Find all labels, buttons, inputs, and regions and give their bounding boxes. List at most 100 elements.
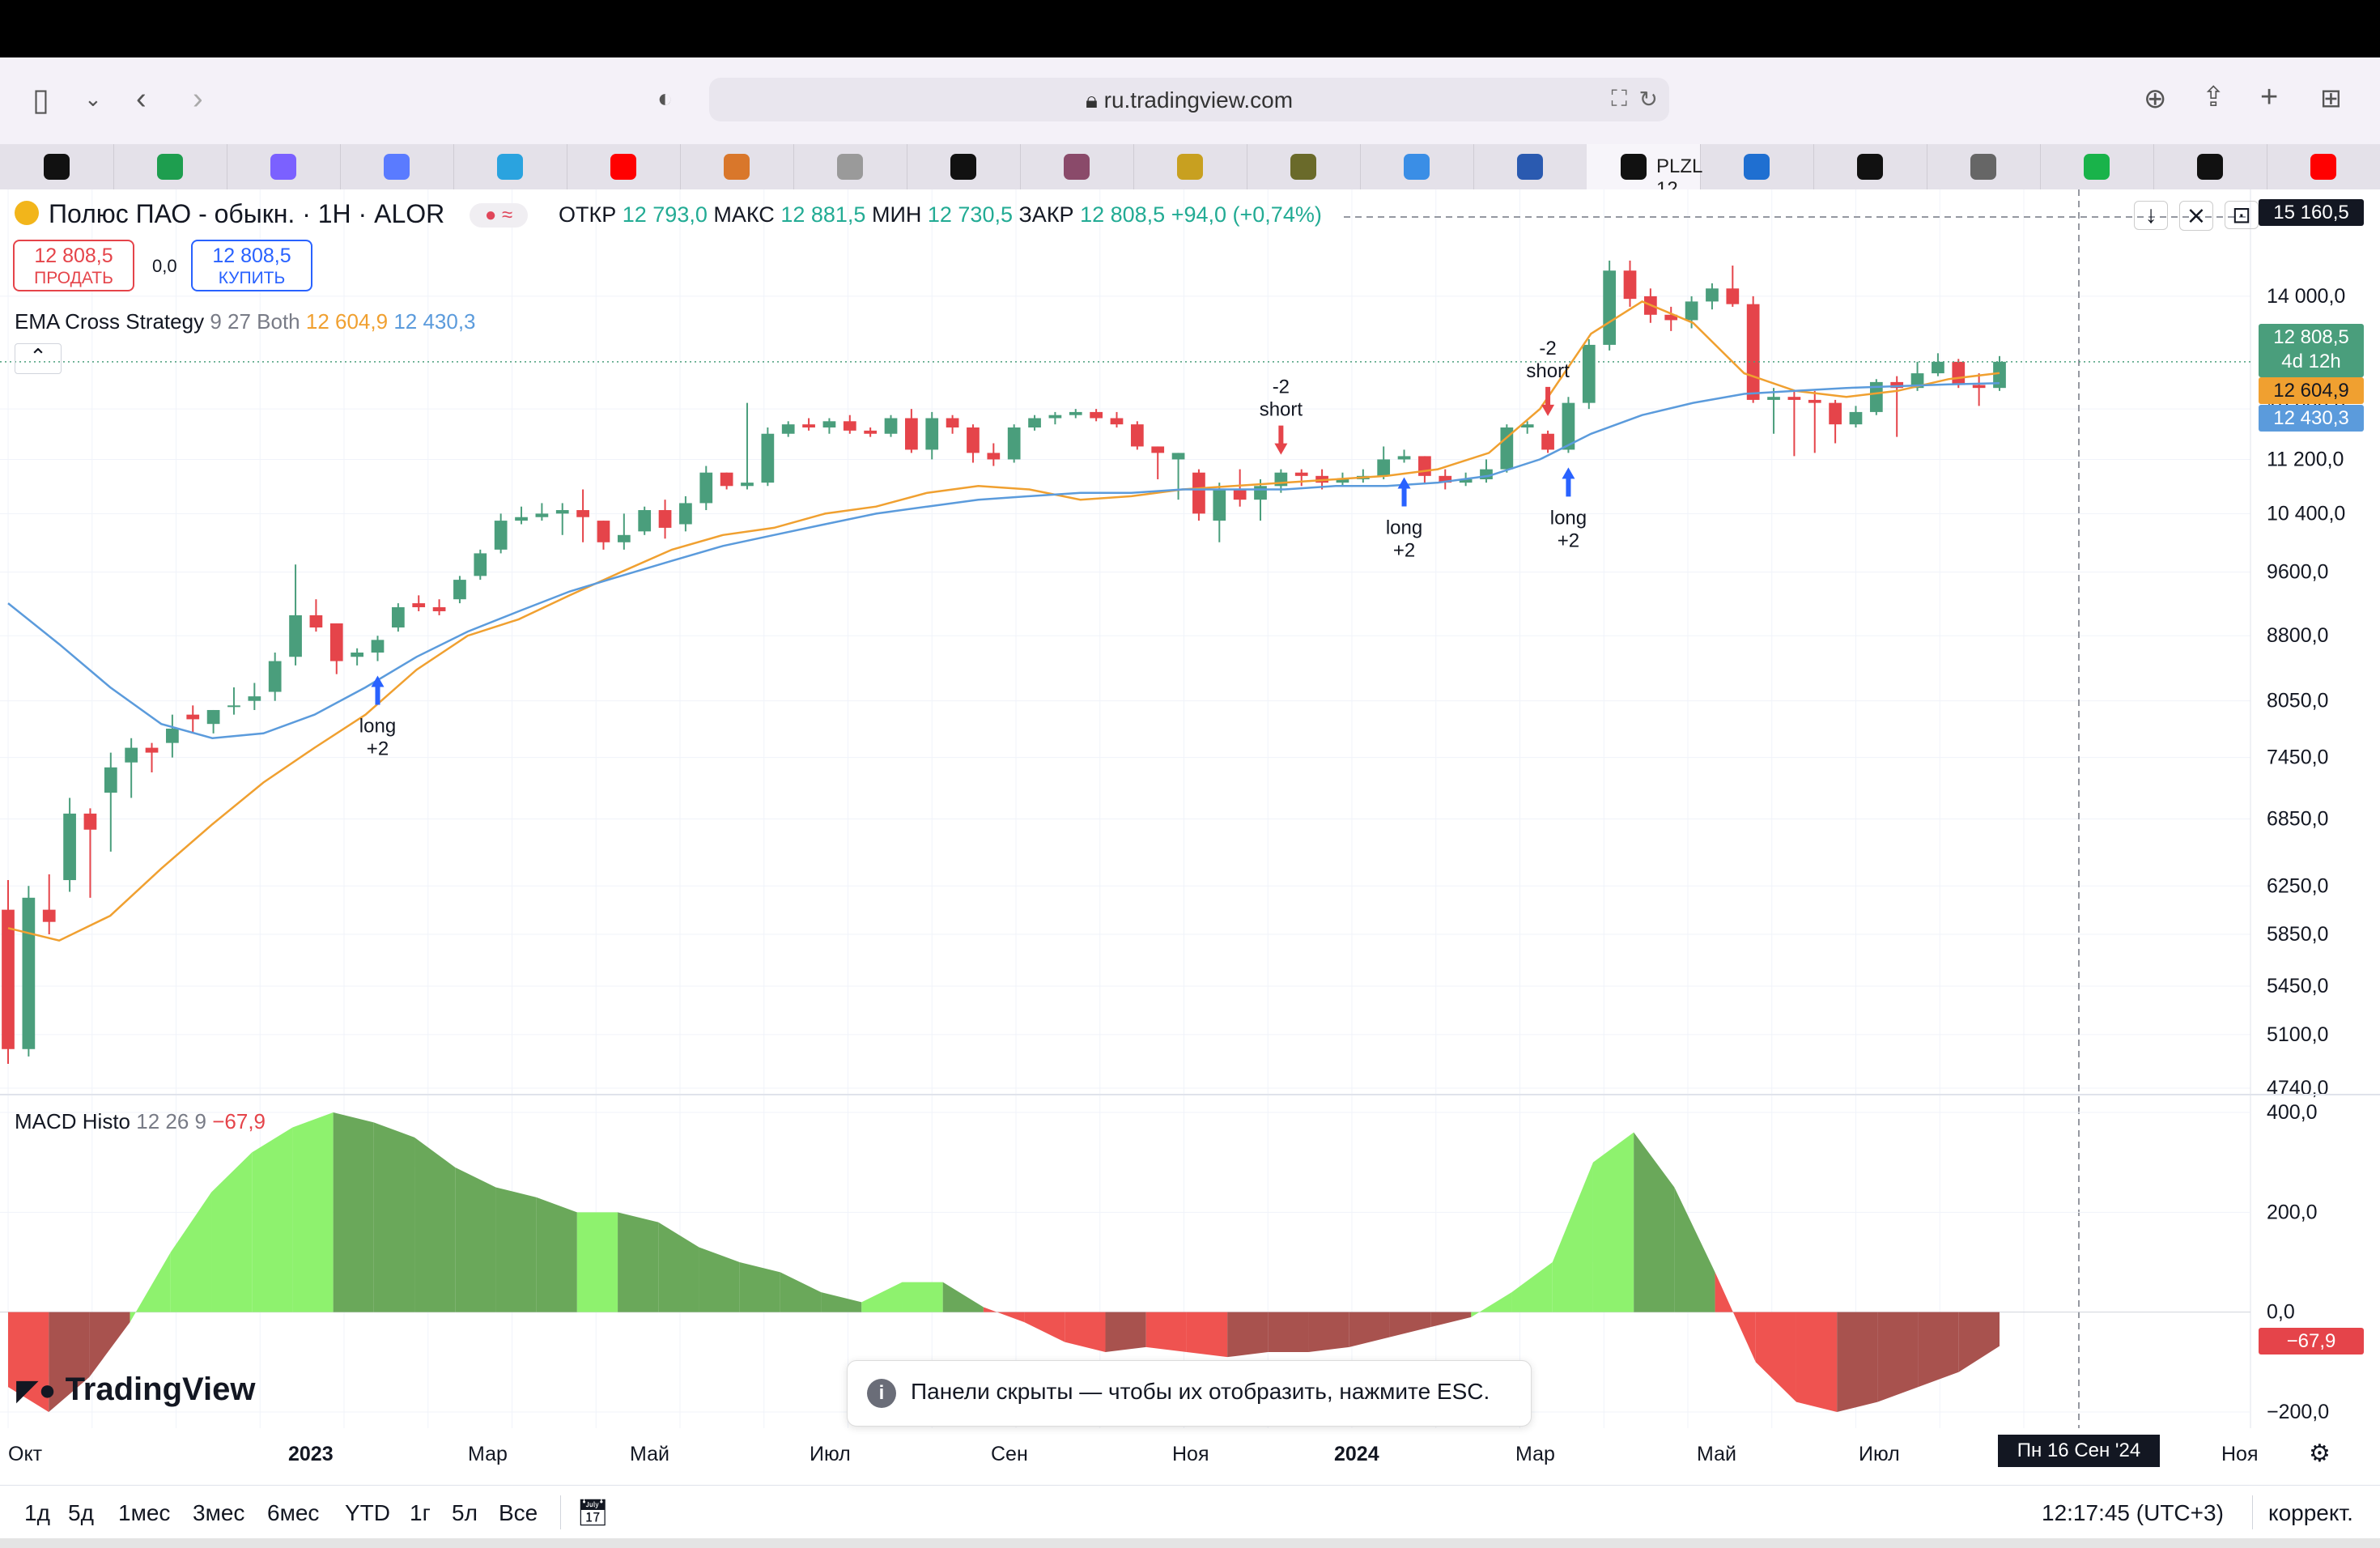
signal-label: long <box>1386 517 1422 538</box>
macd-scale-label: 200,0 <box>2267 1201 2318 1223</box>
macd-histo-segment <box>1308 1312 1349 1352</box>
candle-body <box>987 453 1001 460</box>
macd-name: MACD Histo <box>15 1109 131 1133</box>
range-5y-button[interactable]: 5л <box>452 1500 478 1525</box>
range-ytd-button[interactable]: YTD <box>345 1500 390 1525</box>
range-5d-button[interactable]: 5д <box>68 1500 94 1525</box>
time-axis-label: Ноя <box>1172 1443 1209 1465</box>
tab-bar: PLZL 12... <box>0 144 2380 200</box>
browser-tab[interactable] <box>1473 144 1587 189</box>
macd-histo-segment <box>455 1167 496 1312</box>
browser-tab[interactable] <box>1700 144 1814 189</box>
macd-histo-segment <box>1186 1312 1228 1358</box>
range-1y-button[interactable]: 1г <box>410 1500 431 1525</box>
candle-body <box>248 696 261 701</box>
macd-histo-segment <box>1430 1312 1472 1328</box>
candle-body <box>1192 472 1205 514</box>
macd-histo-segment <box>1634 1132 1675 1312</box>
macd-histo-segment <box>1958 1312 2000 1372</box>
tradingview-logo-icon: ◤● <box>16 1373 57 1406</box>
browser-tab[interactable] <box>1020 144 1134 189</box>
toolbar-divider <box>2252 1495 2253 1529</box>
chart-canvas[interactable]: 14 000,012 000,011 200,010 400,09600,088… <box>0 189 2380 1548</box>
candle-body <box>1726 288 1740 304</box>
candle-body <box>412 603 426 608</box>
tab-overview-icon[interactable]: ⊞ <box>2320 83 2342 113</box>
symbol-title[interactable]: Полюс ПАО - обыкн. · 1Н · ALOR <box>49 199 445 228</box>
browser-tab[interactable] <box>1813 144 1927 189</box>
gear-icon[interactable]: ⚙ <box>2309 1440 2331 1467</box>
candle-body <box>22 897 36 1049</box>
browser-tab[interactable] <box>1927 144 2041 189</box>
candle-body <box>268 661 282 692</box>
candle-body <box>432 607 446 611</box>
shield-icon[interactable]: ◐ <box>657 83 674 113</box>
back-icon[interactable]: ‹ <box>136 82 147 116</box>
signal-label: +2 <box>1393 539 1415 561</box>
macd-histo-segment <box>983 1307 1025 1322</box>
arrow-down-icon[interactable]: ↓ <box>2134 201 2168 230</box>
candle-body <box>1623 270 1637 300</box>
browser-tab[interactable] <box>567 144 681 189</box>
forward-icon[interactable]: › <box>193 82 203 116</box>
address-bar[interactable]: 🔒︎ ru.tradingview.com ⛶ ↻ <box>709 78 1669 121</box>
price-scale-label: 5100,0 <box>2267 1023 2328 1046</box>
macd-histo-segment <box>1674 1187 1715 1312</box>
ema-fast-line <box>7 300 2000 942</box>
browser-tab[interactable] <box>793 144 907 189</box>
range-6m-button[interactable]: 6мес <box>267 1500 320 1525</box>
browser-tab[interactable] <box>340 144 454 189</box>
browser-tab[interactable] <box>1133 144 1247 189</box>
candle-body <box>1336 478 1349 483</box>
chart-area[interactable]: 14 000,012 000,011 200,010 400,09600,088… <box>0 189 2380 1548</box>
browser-tab[interactable] <box>1360 144 1474 189</box>
collapse-legend-icon[interactable]: ⌃ <box>15 343 62 374</box>
emblem-icon <box>1177 154 1203 180</box>
candle-body <box>125 747 138 763</box>
range-1m-button[interactable]: 1мес <box>118 1500 171 1525</box>
range-all-button[interactable]: Все <box>499 1500 538 1525</box>
adjust-toggle[interactable]: коррект. <box>2268 1500 2353 1525</box>
candle-body <box>1993 361 2006 389</box>
reload-icon[interactable]: ↻ <box>1638 87 1658 112</box>
share-icon[interactable]: ⇪ <box>2202 82 2225 113</box>
sidebar-toggle-icon[interactable]: ▯ <box>32 83 49 117</box>
signal-label: +2 <box>367 738 389 760</box>
browser-tab[interactable] <box>2153 144 2267 189</box>
sell-button[interactable]: 12 808,5 ПРОДАТЬ <box>13 240 134 291</box>
price-scale-label: 5450,0 <box>2267 975 2328 997</box>
strategy-legend[interactable]: EMA Cross Strategy 9 27 Both 12 604,9 12… <box>15 309 476 334</box>
ohlc-low-key: МИН <box>871 202 922 227</box>
candle-body <box>1603 270 1617 345</box>
browser-tab[interactable] <box>227 144 341 189</box>
browser-tab[interactable] <box>453 144 567 189</box>
candle-body <box>186 714 200 720</box>
new-tab-icon[interactable]: + <box>2260 80 2279 114</box>
collapse-icon[interactable]: ⨯ <box>2179 201 2213 231</box>
chevron-down-icon[interactable]: ⌄ <box>84 87 102 111</box>
macd-histo-segment <box>739 1262 780 1312</box>
clock-readout[interactable]: 12:17:45 (UTC+3) <box>2042 1500 2224 1525</box>
browser-tab[interactable]: PLZL 12... <box>1587 144 1702 200</box>
time-axis-label: Июл <box>810 1443 851 1465</box>
mail-icon <box>1744 154 1770 180</box>
macd-legend[interactable]: MACD Histo 12 26 9 −67,9 <box>15 1109 266 1134</box>
browser-tab[interactable] <box>2040 144 2154 189</box>
spread-value: 0,0 <box>152 256 177 276</box>
browser-tab[interactable] <box>0 144 114 189</box>
browser-tab[interactable] <box>680 144 794 189</box>
translate-icon[interactable]: ⛶ <box>1611 86 1627 111</box>
browser-tab[interactable] <box>113 144 227 189</box>
screenshot-icon[interactable]: ⊡ <box>2225 201 2259 229</box>
browser-tab[interactable] <box>1247 144 1361 189</box>
macd-histo-segment <box>333 1112 374 1312</box>
browser-tab[interactable] <box>907 144 1021 189</box>
ohlc-change: +94,0 (+0,74%) <box>1171 202 1322 227</box>
range-1d-button[interactable]: 1д <box>24 1500 50 1525</box>
browser-tab[interactable] <box>2267 144 2380 189</box>
calendar-icon[interactable]: 📅︎ <box>576 1498 610 1527</box>
range-3m-button[interactable]: 3мес <box>193 1500 245 1525</box>
ema-slow-line <box>7 382 2000 739</box>
buy-button[interactable]: 12 808,5 КУПИТЬ <box>191 240 312 291</box>
download-icon[interactable]: ⊕ <box>2144 83 2167 114</box>
